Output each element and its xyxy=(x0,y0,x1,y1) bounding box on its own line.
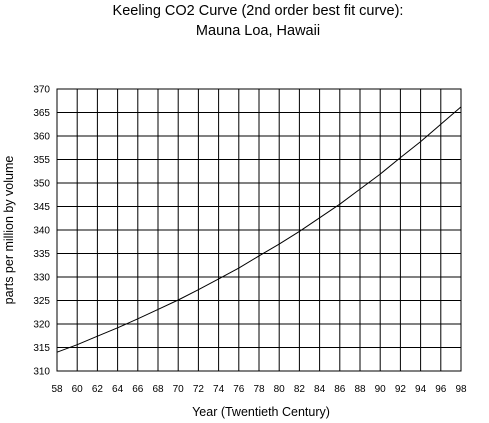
y-axis-label: parts per million by volume xyxy=(2,156,16,305)
x-tick-label: 70 xyxy=(173,384,185,395)
x-tick-label: 58 xyxy=(51,384,63,395)
plot-frame xyxy=(56,88,462,372)
y-tick-label: 355 xyxy=(33,155,50,166)
y-tick-label: 370 xyxy=(33,85,50,96)
x-tick-label: 76 xyxy=(233,384,245,395)
chart-subtitle: Mauna Loa, Hawaii xyxy=(196,23,320,39)
x-tick-label: 84 xyxy=(314,384,326,395)
grid-layer xyxy=(56,88,462,372)
y-tick-label: 365 xyxy=(33,108,50,119)
y-tick-label: 350 xyxy=(33,179,50,190)
y-tick-label: 315 xyxy=(33,343,50,354)
x-tick-label: 94 xyxy=(415,384,427,395)
x-tick-label: 80 xyxy=(274,384,286,395)
x-tick-label: 66 xyxy=(132,384,144,395)
series-line xyxy=(56,106,462,353)
y-tick-labels: 310 315 320 325 330 335 340 345 350 355 360 365 370 xyxy=(33,85,50,378)
y-tick-label: 330 xyxy=(33,273,50,284)
x-tick-labels: 58 60 62 64 66 68 70 72 74 76 78 80 82 84 86 88 90 92 94 96… xyxy=(51,384,467,395)
x-axis-label: Year (Twentieth Century) xyxy=(192,405,330,419)
y-tick-label: 320 xyxy=(33,320,50,331)
chart-title: Keeling CO2 Curve (2nd order best fit cu… xyxy=(113,3,404,19)
x-tick-label: 72 xyxy=(193,384,205,395)
x-tick-label: 96 xyxy=(435,384,447,395)
series-layer xyxy=(56,106,462,353)
y-tick-label: 310 xyxy=(33,367,50,378)
x-tick-label: 78 xyxy=(253,384,265,395)
y-tick-label: 340 xyxy=(33,226,50,237)
y-tick-label: 335 xyxy=(33,249,50,260)
x-tick-label: 60 xyxy=(72,384,84,395)
x-tick-label: 92 xyxy=(395,384,407,395)
x-tick-label: 68 xyxy=(152,384,164,395)
x-tick-label: 88 xyxy=(354,384,366,395)
x-tick-label: 82 xyxy=(294,384,306,395)
y-tick-label: 345 xyxy=(33,202,50,213)
x-tick-label: 62 xyxy=(92,384,104,395)
y-tick-label: 325 xyxy=(33,296,50,307)
y-tick-label: 360 xyxy=(33,132,50,143)
x-tick-label: 98 xyxy=(455,384,467,395)
x-tick-label: 74 xyxy=(213,384,225,395)
x-tick-label: 64 xyxy=(112,384,124,395)
x-tick-label: 86 xyxy=(334,384,346,395)
x-tick-label: 90 xyxy=(375,384,387,395)
